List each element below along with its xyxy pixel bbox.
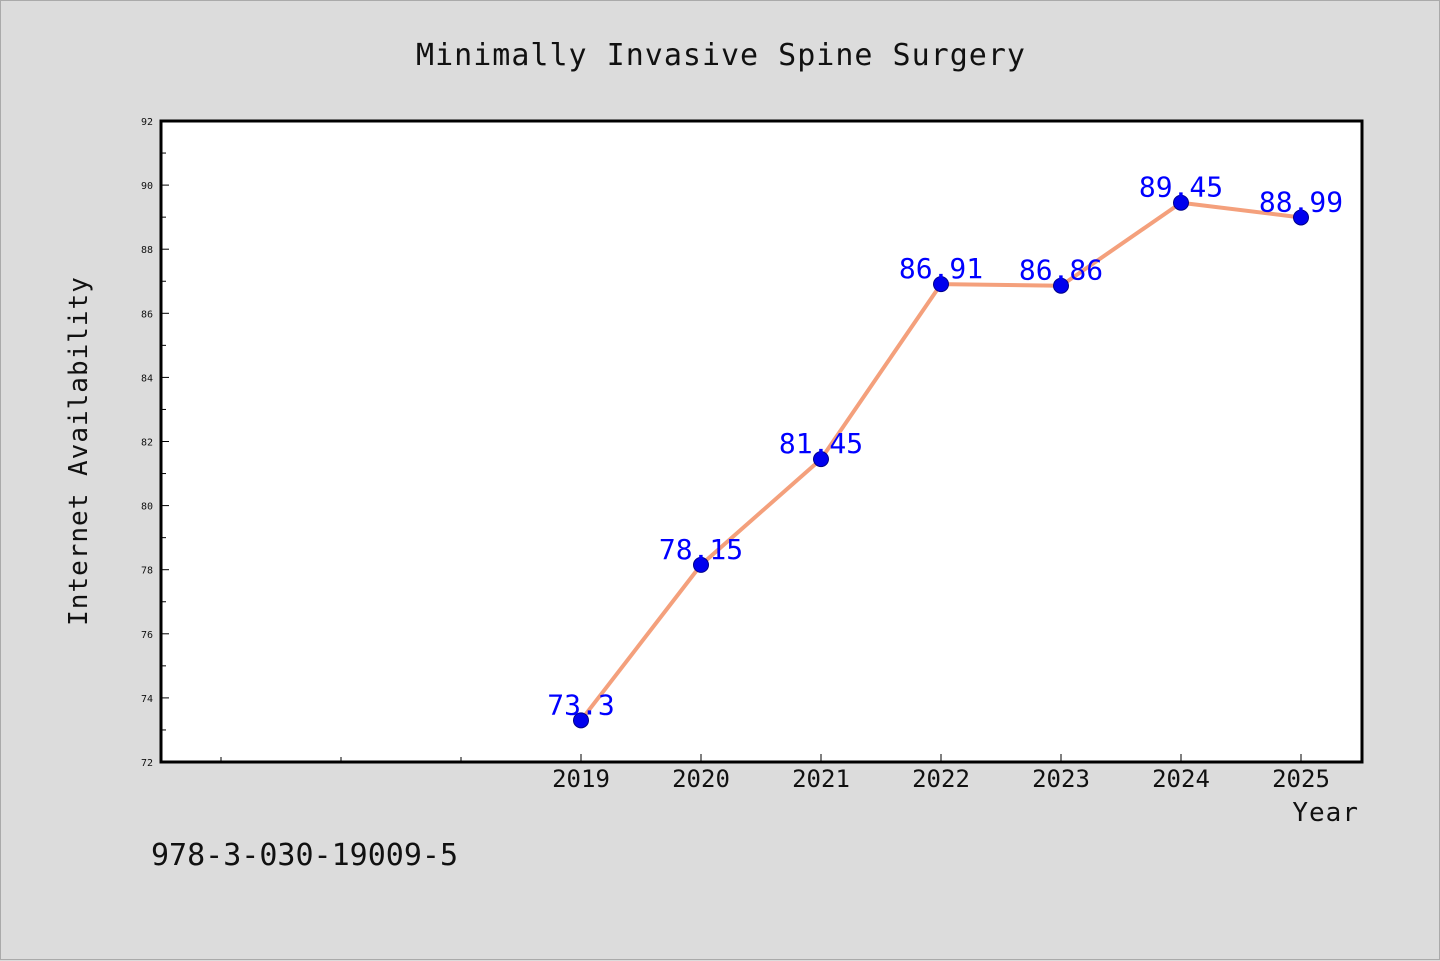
- x-tick-label: 2025: [1272, 765, 1330, 793]
- chart-title: Minimally Invasive Spine Surgery: [416, 38, 1026, 73]
- series-group: 73.3 78.15 81.45 86.91 86.86 89.45 88.99: [547, 171, 1343, 729]
- y-axis: 72 74 76 78 80 82 84 86 88 90 92: [141, 117, 169, 769]
- data-label: 78.15: [659, 533, 743, 566]
- x-tick-label: 2024: [1152, 765, 1210, 793]
- y-tick-label: 88: [141, 245, 153, 256]
- data-label: 81.45: [779, 427, 863, 460]
- y-tick-label: 82: [141, 438, 153, 449]
- y-tick-label: 92: [141, 117, 153, 128]
- plot-area: [159, 119, 1364, 764]
- y-tick-label: 84: [141, 373, 153, 384]
- isbn-text: 978-3-030-19009-5: [151, 838, 458, 873]
- data-point: [813, 451, 829, 468]
- data-label: 86.91: [899, 252, 983, 285]
- x-tick-label: 2022: [912, 765, 970, 793]
- data-point: [693, 556, 709, 573]
- x-tick-label: 2020: [672, 765, 730, 793]
- y-tick-label: 72: [141, 758, 153, 769]
- x-axis-label: Year: [1292, 798, 1359, 828]
- y-tick-label: 90: [141, 181, 153, 192]
- data-point: [933, 276, 949, 293]
- data-point: [1053, 277, 1069, 294]
- x-tick-label: 2019: [552, 765, 610, 793]
- data-label: 73.3: [547, 688, 614, 721]
- x-axis: 2019 2020 2021 2022 2023 2024 2025: [220, 754, 1330, 793]
- data-point: [573, 712, 589, 729]
- x-tick-label: 2021: [792, 765, 850, 793]
- data-point: [1293, 209, 1309, 226]
- data-label: 89.45: [1139, 171, 1223, 204]
- data-label: 88.99: [1259, 185, 1343, 218]
- x-tick-label: 2023: [1032, 765, 1090, 793]
- y-tick-label: 78: [141, 566, 153, 577]
- data-label: 86.86: [1019, 254, 1103, 287]
- data-point: [1173, 194, 1189, 211]
- y-axis-label: Internet Availability: [64, 276, 94, 626]
- y-tick-label: 76: [141, 630, 153, 641]
- y-tick-label: 80: [141, 502, 153, 513]
- y-tick-label: 86: [141, 309, 153, 320]
- y-tick-label: 74: [141, 694, 153, 705]
